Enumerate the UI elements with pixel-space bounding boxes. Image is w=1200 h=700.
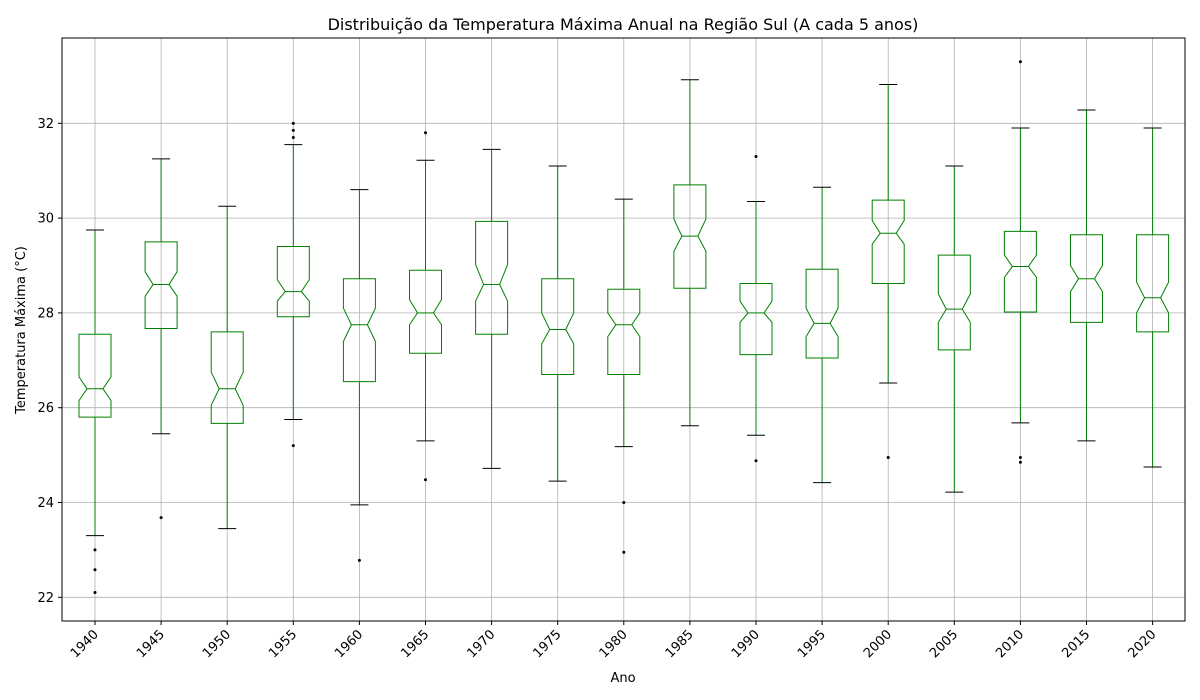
boxes — [78, 60, 1170, 595]
y-axis: 22 24 26 28 30 32 — [37, 117, 62, 606]
chart-title: Distribuição da Temperatura Máxima Anual… — [328, 15, 919, 34]
outlier-point — [1018, 460, 1022, 464]
outlier-point — [754, 154, 758, 158]
box-1945 — [144, 158, 178, 520]
outlier-point — [357, 558, 361, 562]
outlier-point — [93, 591, 97, 595]
box-2005 — [937, 165, 971, 493]
y-tick-label: 26 — [37, 401, 54, 416]
outlier-point — [159, 516, 163, 520]
box-1965 — [409, 131, 442, 482]
box-1940 — [78, 229, 112, 595]
box-body — [541, 278, 575, 376]
box-1980 — [607, 198, 641, 554]
box-1950 — [210, 205, 244, 530]
outlier-point — [1018, 60, 1022, 64]
box-body — [144, 241, 178, 330]
box-body — [739, 283, 773, 356]
outlier-point — [291, 136, 295, 140]
outlier-point — [754, 459, 758, 463]
box-1995 — [805, 186, 839, 484]
outlier-point — [424, 478, 427, 482]
box-body — [937, 254, 971, 351]
outlier-point — [291, 128, 295, 132]
box-body — [342, 278, 376, 383]
outlier-point — [291, 121, 295, 125]
box-body — [607, 288, 641, 376]
box-body — [871, 199, 905, 285]
y-axis-label: Temperatura Máxima (°C) — [14, 246, 29, 415]
box-2010 — [1003, 60, 1037, 464]
box-body — [78, 333, 112, 418]
box-2020 — [1136, 127, 1170, 468]
box-body — [673, 184, 707, 289]
x-axis-label: Ano — [610, 671, 635, 686]
y-tick-label: 28 — [37, 306, 54, 321]
outlier-point — [886, 455, 890, 459]
y-tick-label: 32 — [37, 117, 54, 132]
box-body — [409, 269, 442, 354]
y-tick-label: 24 — [37, 496, 54, 511]
outlier-point — [291, 444, 295, 448]
box-body — [805, 268, 839, 359]
y-tick-label: 30 — [37, 212, 54, 227]
outlier-point — [424, 131, 427, 135]
outlier-point — [622, 501, 626, 505]
box-1955 — [276, 121, 310, 448]
outlier-point — [1018, 455, 1022, 459]
box-body — [276, 246, 310, 318]
outlier-point — [93, 548, 97, 552]
outlier-point — [622, 550, 626, 554]
box-2015 — [1070, 109, 1103, 442]
box-body — [1003, 230, 1037, 313]
box-1975 — [541, 165, 575, 482]
box-body — [210, 331, 244, 424]
box-body — [1070, 234, 1103, 323]
box-1990 — [739, 154, 773, 463]
outlier-point — [93, 568, 97, 572]
box-1970 — [475, 148, 509, 469]
box-body — [1136, 234, 1170, 333]
box-body — [475, 220, 509, 335]
box-2000 — [871, 83, 905, 459]
box-1960 — [342, 189, 376, 562]
y-tick-label: 22 — [37, 591, 54, 606]
box-1985 — [673, 79, 707, 427]
